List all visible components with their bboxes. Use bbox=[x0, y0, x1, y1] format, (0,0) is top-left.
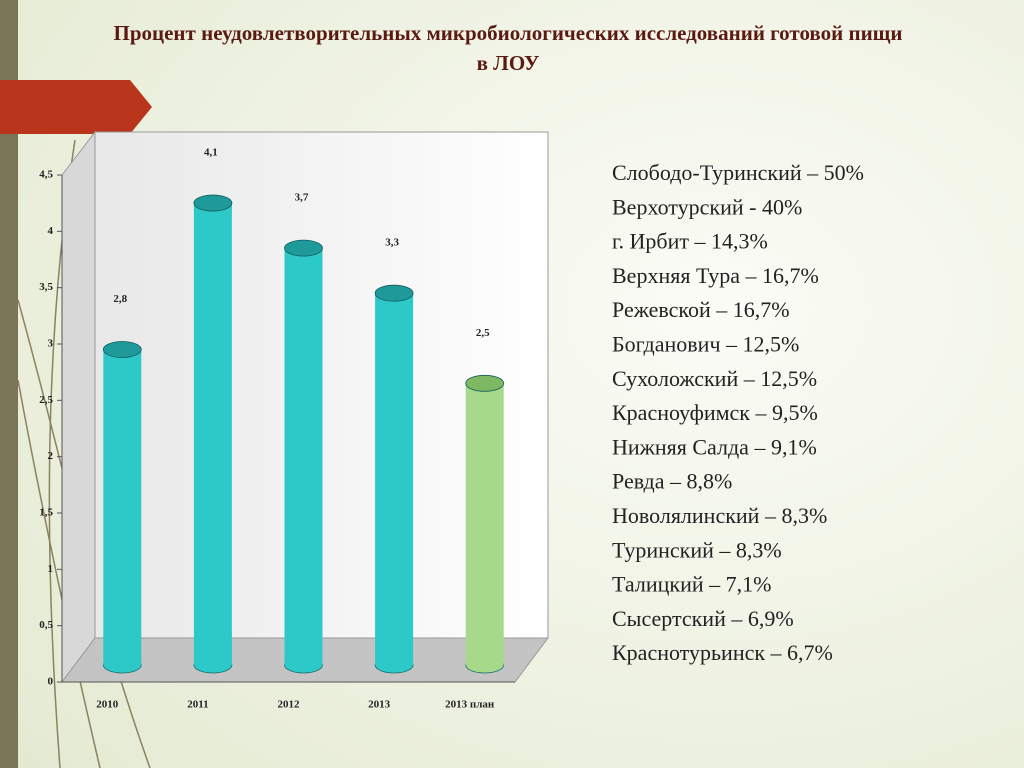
title-line-1: Процент неудовлетворительных микробиолог… bbox=[114, 21, 903, 45]
y-tick-label: 2 bbox=[48, 450, 54, 462]
y-tick-label: 4 bbox=[48, 225, 54, 237]
bar bbox=[375, 293, 414, 665]
arrow-banner bbox=[0, 80, 152, 134]
list-item: Туринский – 8,3% bbox=[612, 537, 782, 562]
x-tick-label: 2011 bbox=[187, 699, 208, 711]
list-item: г. Ирбит – 14,3% bbox=[612, 229, 768, 254]
y-tick-label: 1,5 bbox=[39, 507, 53, 519]
y-tick-label: 1 bbox=[48, 563, 54, 575]
bar bbox=[284, 248, 323, 665]
list-item: Ревда – 8,8% bbox=[612, 469, 732, 494]
bar-top bbox=[284, 239, 323, 257]
x-tick-label: 2013 план bbox=[445, 699, 495, 711]
list-item: Краснотурьинск – 6,7% bbox=[612, 640, 833, 665]
y-tick-label: 0 bbox=[48, 676, 54, 688]
y-tick-label: 2,5 bbox=[39, 394, 53, 406]
bar bbox=[103, 349, 142, 665]
bar bbox=[465, 383, 504, 665]
side-wall bbox=[61, 130, 96, 684]
title-line-2: в ЛОУ bbox=[477, 51, 540, 75]
chart: 0 0,5 1 1,5 2 2,5 3 3,5 4 4,5 2,8 2010 4,1 2011 3,7 201… bbox=[39, 147, 505, 711]
list-item: Сысертский – 6,9% bbox=[612, 606, 794, 631]
list-item: Режевской – 16,7% bbox=[612, 297, 790, 322]
bar-top bbox=[465, 374, 505, 392]
x-tick-label: 2013 bbox=[368, 699, 391, 711]
list-item: Талицкий – 7,1% bbox=[612, 572, 771, 597]
side-stripe bbox=[0, 0, 18, 768]
list-item: Верхотурский - 40% bbox=[612, 194, 802, 219]
value-label: 3,3 bbox=[385, 237, 399, 249]
x-tick-label: 2012 bbox=[278, 699, 301, 711]
list-item: Слободо-Туринский – 50% bbox=[612, 160, 864, 185]
region-list: Слободо-Туринский – 50% Верхотурский - 40… bbox=[612, 160, 864, 665]
value-label: 3,7 bbox=[295, 192, 309, 204]
value-label: 2,5 bbox=[476, 327, 490, 339]
list-item: Сухоложский – 12,5% bbox=[612, 366, 817, 391]
y-tick-label: 4,5 bbox=[39, 169, 53, 181]
bar-top bbox=[102, 341, 142, 358]
value-label: 2,8 bbox=[113, 293, 127, 305]
list-item: Новолялинский – 8,3% bbox=[612, 503, 827, 528]
list-item: Красноуфимск – 9,5% bbox=[612, 400, 818, 425]
x-tick-label: 2010 bbox=[96, 699, 119, 711]
bar-top bbox=[374, 284, 414, 302]
list-item: Нижняя Салда – 9,1% bbox=[612, 434, 817, 459]
list-item: Верхняя Тура – 16,7% bbox=[612, 263, 819, 288]
list-item: Богданович – 12,5% bbox=[612, 332, 799, 357]
y-tick-label: 3 bbox=[48, 338, 54, 350]
bar-top bbox=[193, 194, 233, 212]
y-tick-label: 3,5 bbox=[39, 281, 53, 293]
bar bbox=[193, 203, 232, 666]
value-label: 4,1 bbox=[204, 147, 218, 159]
y-tick-label: 0,5 bbox=[39, 619, 53, 631]
